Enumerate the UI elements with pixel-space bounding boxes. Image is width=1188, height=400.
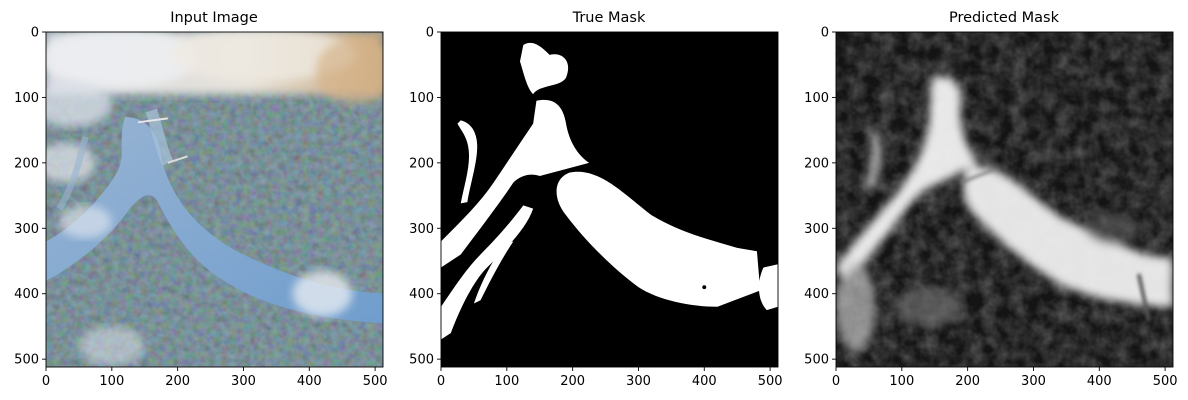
- y-tick-label: 400: [14, 287, 39, 302]
- x-tick-label: 300: [1021, 374, 1046, 389]
- y-tick-label: 0: [31, 26, 39, 41]
- y-tick-label: 300: [409, 222, 434, 237]
- y-axis: 0 100 200 300 400 500: [14, 26, 46, 368]
- y-tick-label: 300: [14, 222, 39, 237]
- x-tick-label: 400: [692, 374, 717, 389]
- y-tick-label: 400: [409, 287, 434, 302]
- input-image: [46, 32, 383, 368]
- true-mask-image: [441, 32, 778, 368]
- y-tick-label: 500: [804, 353, 829, 368]
- y-tick-label: 200: [14, 156, 39, 171]
- x-tick-label: 200: [560, 374, 585, 389]
- x-tick-label: 400: [297, 374, 322, 389]
- x-tick-label: 100: [99, 374, 124, 389]
- y-tick-label: 300: [804, 222, 829, 237]
- y-tick-label: 200: [804, 156, 829, 171]
- x-tick-label: 200: [955, 374, 980, 389]
- panel-true-mask: True Mask 0 100 200 300 400 500 0 100 200 300 400…: [409, 10, 782, 389]
- y-axis: 0 100 200 300 400 500: [409, 26, 441, 368]
- x-tick-label: 0: [437, 374, 445, 389]
- panel-title: Predicted Mask: [949, 10, 1060, 26]
- predicted-mask-image: [836, 32, 1173, 368]
- x-axis: 0 100 200 300 400 500: [832, 367, 1178, 389]
- y-tick-label: 100: [14, 91, 39, 106]
- y-tick-label: 0: [821, 26, 829, 41]
- x-tick-label: 100: [494, 374, 519, 389]
- y-tick-label: 400: [804, 287, 829, 302]
- axes-frame: [835, 31, 1174, 368]
- y-tick-label: 0: [426, 26, 434, 41]
- y-tick-label: 500: [409, 353, 434, 368]
- axes-frame: [45, 31, 384, 368]
- x-tick-label: 500: [758, 374, 783, 389]
- x-tick-label: 100: [889, 374, 914, 389]
- x-tick-label: 200: [165, 374, 190, 389]
- panel-predicted-mask: Predicted Mask 0 100 200 300 400 500 0 100 200 3…: [804, 10, 1177, 389]
- panel-title: True Mask: [572, 10, 646, 26]
- x-axis: 0 100 200 300 400 500: [42, 367, 388, 389]
- y-tick-label: 500: [14, 353, 39, 368]
- x-axis: 0 100 200 300 400 500: [437, 367, 783, 389]
- y-tick-label: 200: [409, 156, 434, 171]
- x-tick-label: 500: [363, 374, 388, 389]
- x-tick-label: 0: [42, 374, 50, 389]
- x-tick-label: 300: [626, 374, 651, 389]
- x-tick-label: 0: [832, 374, 840, 389]
- x-tick-label: 500: [1153, 374, 1178, 389]
- x-tick-label: 300: [231, 374, 256, 389]
- x-tick-label: 400: [1087, 374, 1112, 389]
- axes-frame: [440, 31, 779, 368]
- y-tick-label: 100: [804, 91, 829, 106]
- y-axis: 0 100 200 300 400 500: [804, 26, 836, 368]
- y-tick-label: 100: [409, 91, 434, 106]
- panel-title: Input Image: [170, 10, 258, 26]
